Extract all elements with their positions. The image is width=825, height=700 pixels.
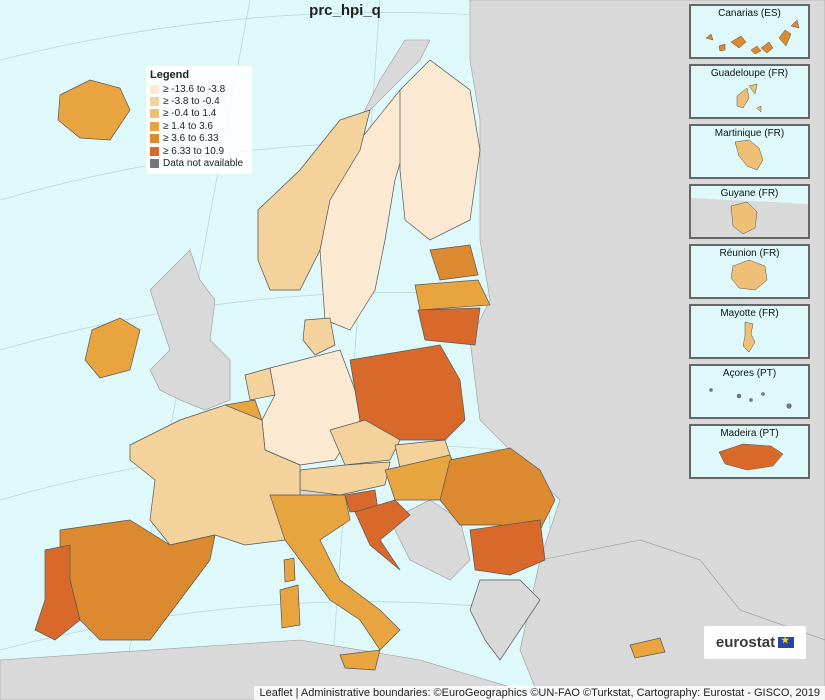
region-ireland bbox=[84, 317, 141, 379]
legend-item: ≥ -0.4 to 1.4 bbox=[150, 108, 248, 120]
legend-label: ≥ 6.33 to 10.9 bbox=[163, 145, 225, 157]
region-cyprus bbox=[629, 637, 666, 659]
legend-item: Data not available bbox=[150, 157, 248, 169]
legend-label: ≥ 3.6 to 6.33 bbox=[163, 133, 219, 145]
inset-label: Açores (PT) bbox=[722, 368, 777, 379]
inset-label: Martinique (FR) bbox=[714, 128, 785, 139]
region-norway-fill bbox=[257, 109, 371, 291]
legend-item: ≥ -13.6 to -3.8 bbox=[150, 83, 248, 95]
inset-label: Madeira (PT) bbox=[720, 428, 779, 439]
region-sardinia bbox=[279, 584, 301, 629]
uk bbox=[149, 249, 231, 411]
legend-swatch bbox=[150, 159, 159, 169]
region-lithuania bbox=[417, 307, 481, 346]
region-latvia bbox=[414, 279, 491, 311]
attribution: Leaflet | Administrative boundaries: ©Eu… bbox=[254, 686, 825, 700]
region-greece bbox=[469, 579, 541, 661]
inset-label: Réunion (FR) bbox=[719, 248, 780, 259]
legend-swatch bbox=[150, 146, 159, 156]
inset-guadeloupe[interactable]: Guadeloupe (FR) bbox=[689, 64, 810, 119]
legend-item: ≥ 3.6 to 6.33 bbox=[150, 133, 248, 145]
legend: Legend ≥ -13.6 to -3.8 ≥ -3.8 to -0.4 ≥ … bbox=[146, 66, 252, 174]
legend-swatch bbox=[150, 121, 159, 131]
legend-label: ≥ -3.8 to -0.4 bbox=[163, 96, 220, 108]
legend-label: Data not available bbox=[163, 158, 244, 170]
inset-canarias[interactable]: Canarias (ES) bbox=[689, 4, 810, 59]
region-sicily bbox=[339, 649, 381, 671]
region-italy bbox=[269, 494, 401, 651]
region-finland bbox=[399, 59, 481, 241]
logo-text: eurostat bbox=[715, 634, 776, 651]
eu-flag-icon bbox=[778, 635, 795, 648]
eu-countries bbox=[34, 59, 666, 671]
region-portugal bbox=[34, 544, 81, 641]
region-estonia bbox=[429, 244, 479, 281]
inset-mayotte[interactable]: Mayotte (FR) bbox=[689, 304, 810, 359]
inset-label: Mayotte (FR) bbox=[720, 308, 779, 319]
legend-swatch bbox=[150, 97, 159, 107]
legend-swatch bbox=[150, 109, 159, 119]
legend-swatch bbox=[150, 84, 159, 94]
legend-swatch bbox=[150, 134, 159, 144]
region-corsica bbox=[283, 557, 296, 583]
legend-label: ≥ 1.4 to 3.6 bbox=[163, 120, 213, 132]
inset-label: Guadeloupe (FR) bbox=[710, 68, 789, 79]
eurostat-logo: eurostat bbox=[704, 626, 806, 659]
region-denmark bbox=[302, 317, 336, 356]
legend-label: ≥ -0.4 to 1.4 bbox=[163, 108, 217, 120]
inset-acores[interactable]: Açores (PT) bbox=[689, 364, 810, 419]
legend-item: ≥ 6.33 to 10.9 bbox=[150, 145, 248, 157]
inset-label: Canarias (ES) bbox=[718, 8, 781, 19]
inset-reunion[interactable]: Réunion (FR) bbox=[689, 244, 810, 299]
region-croatia bbox=[354, 499, 411, 571]
legend-item: ≥ -3.8 to -0.4 bbox=[150, 95, 248, 107]
region-czechia bbox=[329, 419, 401, 466]
inset-martinique[interactable]: Martinique (FR) bbox=[689, 124, 810, 179]
map-title: prc_hpi_q bbox=[309, 2, 381, 19]
region-bulgaria bbox=[469, 519, 546, 576]
inset-label: Guyane (FR) bbox=[720, 188, 779, 199]
region-iceland bbox=[57, 79, 131, 141]
legend-item: ≥ 1.4 to 3.6 bbox=[150, 120, 248, 132]
legend-label: ≥ -13.6 to -3.8 bbox=[163, 83, 226, 95]
legend-heading: Legend bbox=[150, 69, 190, 81]
inset-guyane[interactable]: Guyane (FR) bbox=[689, 184, 810, 239]
turkey bbox=[519, 539, 825, 700]
inset-madeira[interactable]: Madeira (PT) bbox=[689, 424, 810, 479]
